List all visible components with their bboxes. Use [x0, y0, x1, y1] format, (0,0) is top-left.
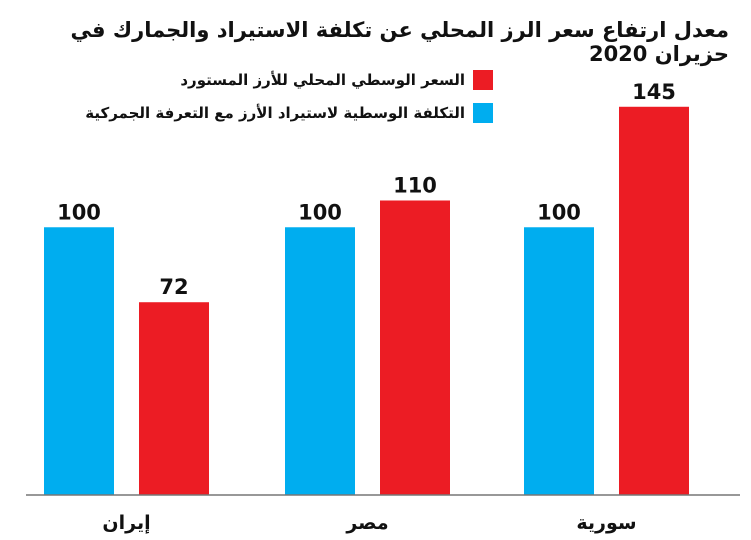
category-label: سورية — [576, 512, 636, 534]
category-label: إيران — [102, 512, 150, 534]
bar-blue-2 — [524, 227, 594, 496]
legend-item-local-price: السعر الوسطي المحلي للأرز المستورد — [180, 70, 493, 90]
legend-label-import-cost: التكلفة الوسطية لاستيراد الأرز مع التعرف… — [85, 104, 465, 122]
bar-red-2 — [619, 106, 689, 495]
legend-swatch-red — [473, 70, 493, 90]
chart-title: معدل ارتفاع سعر الرز المحلي عن تكلفة الا… — [70, 18, 729, 66]
bar-value-label: 100 — [298, 200, 342, 224]
legend-swatch-blue — [473, 103, 493, 123]
legend-label-local-price: السعر الوسطي المحلي للأرز المستورد — [180, 71, 465, 89]
bar-red-1 — [380, 200, 450, 495]
legend-item-import-cost: التكلفة الوسطية لاستيراد الأرز مع التعرف… — [85, 103, 493, 123]
bar-blue-1 — [285, 227, 355, 496]
bar-red-0 — [139, 302, 209, 495]
bar-value-label: 72 — [159, 275, 188, 299]
bar-blue-0 — [44, 227, 114, 496]
bar-value-label: 110 — [393, 173, 437, 197]
bar-value-label: 100 — [57, 200, 101, 224]
bar-value-label: 145 — [632, 80, 676, 104]
bar-value-label: 100 — [537, 200, 581, 224]
category-label: مصر — [345, 512, 388, 534]
